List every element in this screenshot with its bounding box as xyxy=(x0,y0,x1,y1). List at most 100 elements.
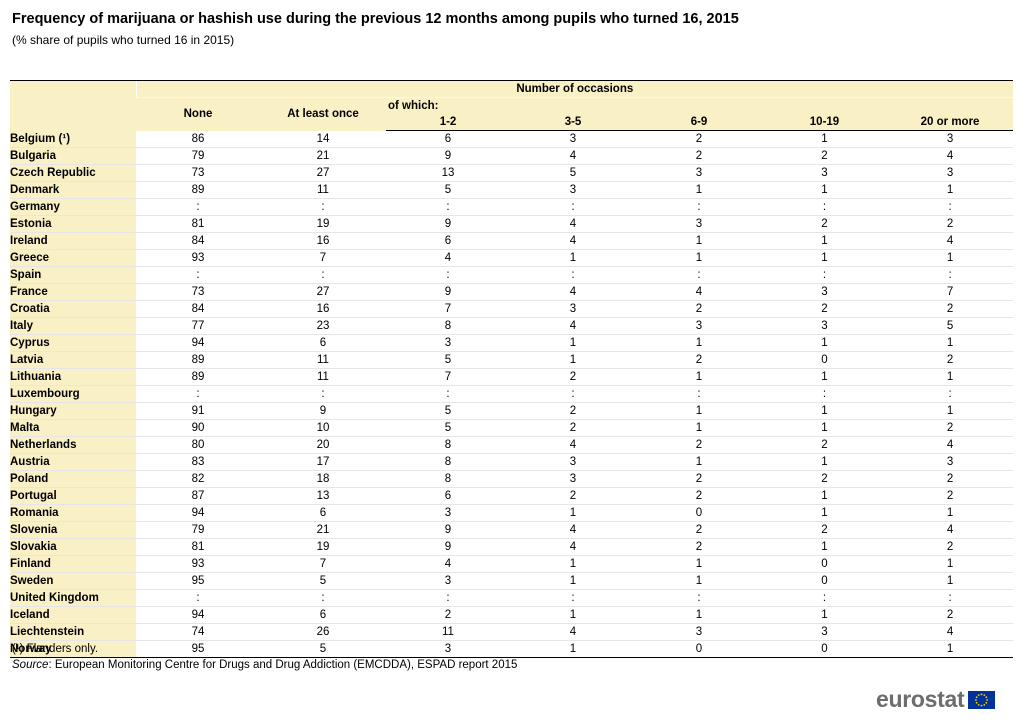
cell-10-19: 1 xyxy=(762,181,887,199)
cell-3-5: 3 xyxy=(510,300,636,318)
country-name: Estonia xyxy=(10,215,136,233)
cell-6-9: 1 xyxy=(636,181,762,199)
country-name: Iceland xyxy=(10,606,136,624)
cell-3-5: 2 xyxy=(510,402,636,420)
cell-10-19: 1 xyxy=(762,232,887,250)
table-subtitle: (% share of pupils who turned 16 in 2015… xyxy=(12,33,235,47)
cell-at-least-once: 19 xyxy=(260,538,386,556)
cell-none: 91 xyxy=(136,402,260,420)
cell-at-least-once: 14 xyxy=(260,130,386,148)
table-row: Bulgaria 79 21 9 4 2 2 4 xyxy=(10,147,1014,165)
cell-6-9: 3 xyxy=(636,623,762,641)
eurostat-logo: eurostat xyxy=(876,686,996,713)
table-row: Germany::::::: xyxy=(10,198,1014,216)
cell-none: : xyxy=(136,385,260,403)
cell-10-19: 0 xyxy=(762,572,887,590)
cell-1-2: 6 xyxy=(386,487,510,505)
cell-1-2: 7 xyxy=(386,300,510,318)
flag-star xyxy=(983,703,986,706)
cell-1-2: 8 xyxy=(386,470,510,488)
cell-10-19: 2 xyxy=(762,300,887,318)
cell-none: 90 xyxy=(136,419,260,437)
cell-20-or-more: 1 xyxy=(887,555,1014,573)
cell-1-2: : xyxy=(386,198,510,216)
cell-none: 89 xyxy=(136,351,260,369)
cell-at-least-once: 13 xyxy=(260,487,386,505)
cell-20-or-more: 2 xyxy=(887,300,1014,318)
cell-6-9: 2 xyxy=(636,300,762,318)
country-name: United Kingdom xyxy=(10,589,136,607)
table-row: Finland 93 7 4 1 1 0 1 xyxy=(10,555,1014,573)
cell-1-2: 3 xyxy=(386,572,510,590)
cell-6-9: 2 xyxy=(636,436,762,454)
table-row: Lithuania 89 11 7 2 1 1 1 xyxy=(10,368,1014,386)
cell-3-5: 4 xyxy=(510,436,636,454)
cell-10-19: 1 xyxy=(762,606,887,624)
cell-none: 95 xyxy=(136,572,260,590)
cell-6-9: 1 xyxy=(636,606,762,624)
flag-star xyxy=(985,701,988,704)
cell-10-19: 0 xyxy=(762,351,887,369)
logo-text: eurostat xyxy=(876,686,965,712)
cell-6-9: 1 xyxy=(636,572,762,590)
cell-3-5: 3 xyxy=(510,470,636,488)
table-row: Cyprus 94 6 3 1 1 1 1 xyxy=(10,334,1014,352)
table-row: Netherlands 80 20 8 4 2 2 4 xyxy=(10,436,1014,454)
cell-3-5: 1 xyxy=(510,555,636,573)
cell-20-or-more: 1 xyxy=(887,572,1014,590)
cell-10-19: 2 xyxy=(762,521,887,539)
cell-6-9: : xyxy=(636,589,762,607)
table-row: Hungary 91 9 5 2 1 1 1 xyxy=(10,402,1014,420)
table-row: United Kingdom::::::: xyxy=(10,589,1014,607)
cell-at-least-once: 5 xyxy=(260,640,386,658)
country-name: Italy xyxy=(10,317,136,335)
cell-6-9: 2 xyxy=(636,130,762,148)
table-row: Czech Republic 73 27 13 5 3 3 3 xyxy=(10,164,1014,182)
cell-at-least-once: : xyxy=(260,385,386,403)
country-name: Cyprus xyxy=(10,334,136,352)
col-header-none: None xyxy=(136,97,260,131)
cell-3-5: 4 xyxy=(510,538,636,556)
cell-10-19: 3 xyxy=(762,317,887,335)
cell-1-2: 6 xyxy=(386,232,510,250)
cell-3-5: 4 xyxy=(510,147,636,165)
country-name: Lithuania xyxy=(10,368,136,386)
table-row: Austria 83 17 8 3 1 1 3 xyxy=(10,453,1014,471)
cell-3-5: 1 xyxy=(510,640,636,658)
cell-none: 79 xyxy=(136,147,260,165)
cell-at-least-once: 21 xyxy=(260,521,386,539)
source-text: : European Monitoring Centre for Drugs a… xyxy=(48,659,518,671)
table-row: Greece 93 7 4 1 1 1 1 xyxy=(10,249,1014,267)
cell-1-2: 5 xyxy=(386,419,510,437)
cell-6-9: 1 xyxy=(636,368,762,386)
country-name: Sweden xyxy=(10,572,136,590)
country-name: Netherlands xyxy=(10,436,136,454)
cell-at-least-once: 6 xyxy=(260,334,386,352)
cell-20-or-more: 2 xyxy=(887,487,1014,505)
cell-at-least-once: 23 xyxy=(260,317,386,335)
cell-none: : xyxy=(136,589,260,607)
cell-none: 89 xyxy=(136,181,260,199)
cell-none: 87 xyxy=(136,487,260,505)
cell-1-2: 8 xyxy=(386,453,510,471)
cell-10-19: 1 xyxy=(762,402,887,420)
cell-at-least-once: 19 xyxy=(260,215,386,233)
cell-20-or-more: 1 xyxy=(887,334,1014,352)
cell-1-2: 9 xyxy=(386,521,510,539)
cell-20-or-more: 2 xyxy=(887,538,1014,556)
cell-3-5: 4 xyxy=(510,521,636,539)
cell-20-or-more: 2 xyxy=(887,351,1014,369)
cell-at-least-once: 11 xyxy=(260,181,386,199)
cell-10-19: 3 xyxy=(762,283,887,301)
cell-10-19: 1 xyxy=(762,368,887,386)
table-row: Sweden 95 5 3 1 1 0 1 xyxy=(10,572,1014,590)
table-row: Belgium (¹) 86 14 6 3 2 1 3 xyxy=(10,130,1014,148)
table-body: Belgium (¹) 86 14 6 3 2 1 3 Bulgaria 79 21 9 4 2 2 4 Cze… xyxy=(10,130,1014,658)
cell-1-2: 8 xyxy=(386,436,510,454)
country-name: Denmark xyxy=(10,181,136,199)
cell-1-2: : xyxy=(386,589,510,607)
cell-at-least-once: 7 xyxy=(260,249,386,267)
col-header-20-or-more: 20 or more xyxy=(887,114,1014,131)
cell-1-2: 7 xyxy=(386,368,510,386)
flag-star xyxy=(983,693,986,696)
